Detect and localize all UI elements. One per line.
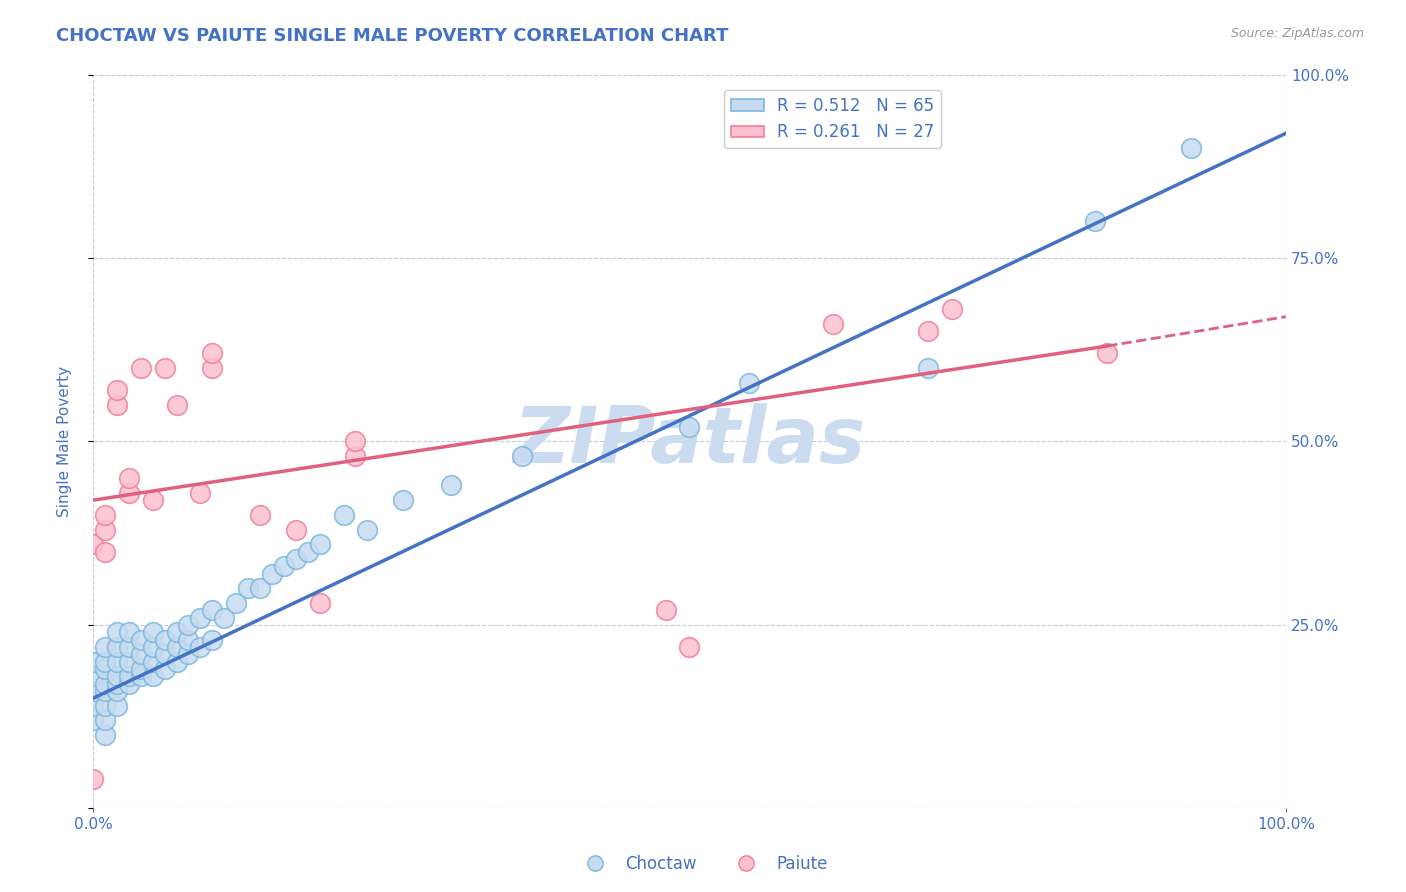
Point bbox=[512, 449, 534, 463]
Point bbox=[94, 655, 117, 669]
Point bbox=[118, 669, 141, 683]
Text: CHOCTAW VS PAIUTE SINGLE MALE POVERTY CORRELATION CHART: CHOCTAW VS PAIUTE SINGLE MALE POVERTY CO… bbox=[56, 27, 728, 45]
Point bbox=[273, 559, 295, 574]
Point bbox=[440, 478, 463, 492]
Point bbox=[190, 485, 212, 500]
Point bbox=[105, 655, 128, 669]
Point bbox=[738, 376, 761, 390]
Point bbox=[344, 434, 367, 449]
Point bbox=[166, 655, 188, 669]
Point bbox=[118, 471, 141, 485]
Text: Source: ZipAtlas.com: Source: ZipAtlas.com bbox=[1230, 27, 1364, 40]
Point bbox=[82, 714, 104, 728]
Point bbox=[142, 493, 165, 508]
Point bbox=[129, 669, 152, 683]
Point bbox=[236, 581, 259, 595]
Point bbox=[129, 361, 152, 376]
Point bbox=[105, 640, 128, 654]
Point bbox=[166, 640, 188, 654]
Point bbox=[201, 603, 224, 617]
Point bbox=[129, 662, 152, 676]
Point bbox=[129, 632, 152, 647]
Point bbox=[82, 669, 104, 683]
Point bbox=[129, 647, 152, 661]
Point bbox=[82, 698, 104, 713]
Point bbox=[1180, 141, 1202, 155]
Point bbox=[94, 714, 117, 728]
Point bbox=[118, 676, 141, 690]
Point bbox=[654, 603, 676, 617]
Point bbox=[142, 640, 165, 654]
Point bbox=[105, 398, 128, 412]
Point bbox=[153, 662, 176, 676]
Point bbox=[105, 383, 128, 397]
Point bbox=[190, 610, 212, 624]
Point bbox=[153, 361, 176, 376]
Point bbox=[82, 772, 104, 786]
Point bbox=[308, 596, 330, 610]
Point bbox=[190, 640, 212, 654]
Point bbox=[94, 728, 117, 742]
Point bbox=[344, 449, 367, 463]
Point bbox=[105, 684, 128, 698]
Point bbox=[153, 647, 176, 661]
Point bbox=[94, 508, 117, 522]
Point bbox=[201, 632, 224, 647]
Point bbox=[94, 698, 117, 713]
Point bbox=[201, 346, 224, 360]
Point bbox=[82, 537, 104, 551]
Point bbox=[118, 625, 141, 640]
Point bbox=[177, 647, 200, 661]
Point bbox=[105, 676, 128, 690]
Point bbox=[308, 537, 330, 551]
Point bbox=[166, 398, 188, 412]
Point bbox=[225, 596, 247, 610]
Point bbox=[284, 552, 307, 566]
Point bbox=[678, 640, 700, 654]
Point bbox=[94, 544, 117, 558]
Point bbox=[94, 662, 117, 676]
Point bbox=[332, 508, 354, 522]
Point bbox=[142, 625, 165, 640]
Point bbox=[917, 361, 939, 376]
Point bbox=[941, 302, 963, 317]
Point bbox=[249, 508, 271, 522]
Point bbox=[212, 610, 235, 624]
Point bbox=[392, 493, 415, 508]
Point bbox=[1095, 346, 1118, 360]
Point bbox=[177, 632, 200, 647]
Point bbox=[166, 625, 188, 640]
Point bbox=[94, 640, 117, 654]
Point bbox=[284, 523, 307, 537]
Point bbox=[260, 566, 283, 581]
Text: ZIPatlas: ZIPatlas bbox=[513, 403, 866, 479]
Y-axis label: Single Male Poverty: Single Male Poverty bbox=[58, 366, 72, 517]
Point bbox=[177, 618, 200, 632]
Legend: R = 0.512   N = 65, R = 0.261   N = 27: R = 0.512 N = 65, R = 0.261 N = 27 bbox=[724, 90, 941, 148]
Point bbox=[94, 676, 117, 690]
Point bbox=[297, 544, 319, 558]
Point bbox=[153, 632, 176, 647]
Point bbox=[105, 698, 128, 713]
Point bbox=[142, 655, 165, 669]
Point bbox=[142, 669, 165, 683]
Point bbox=[105, 669, 128, 683]
Point bbox=[249, 581, 271, 595]
Point bbox=[821, 317, 844, 331]
Point bbox=[201, 361, 224, 376]
Point bbox=[105, 625, 128, 640]
Point bbox=[82, 655, 104, 669]
Point bbox=[94, 523, 117, 537]
Point bbox=[118, 485, 141, 500]
Point bbox=[356, 523, 378, 537]
Point bbox=[118, 655, 141, 669]
Point bbox=[94, 684, 117, 698]
Point bbox=[917, 324, 939, 338]
Point bbox=[1084, 214, 1107, 228]
Point bbox=[118, 640, 141, 654]
Point bbox=[678, 419, 700, 434]
Point bbox=[82, 684, 104, 698]
Legend: Choctaw, Paiute: Choctaw, Paiute bbox=[572, 848, 834, 880]
